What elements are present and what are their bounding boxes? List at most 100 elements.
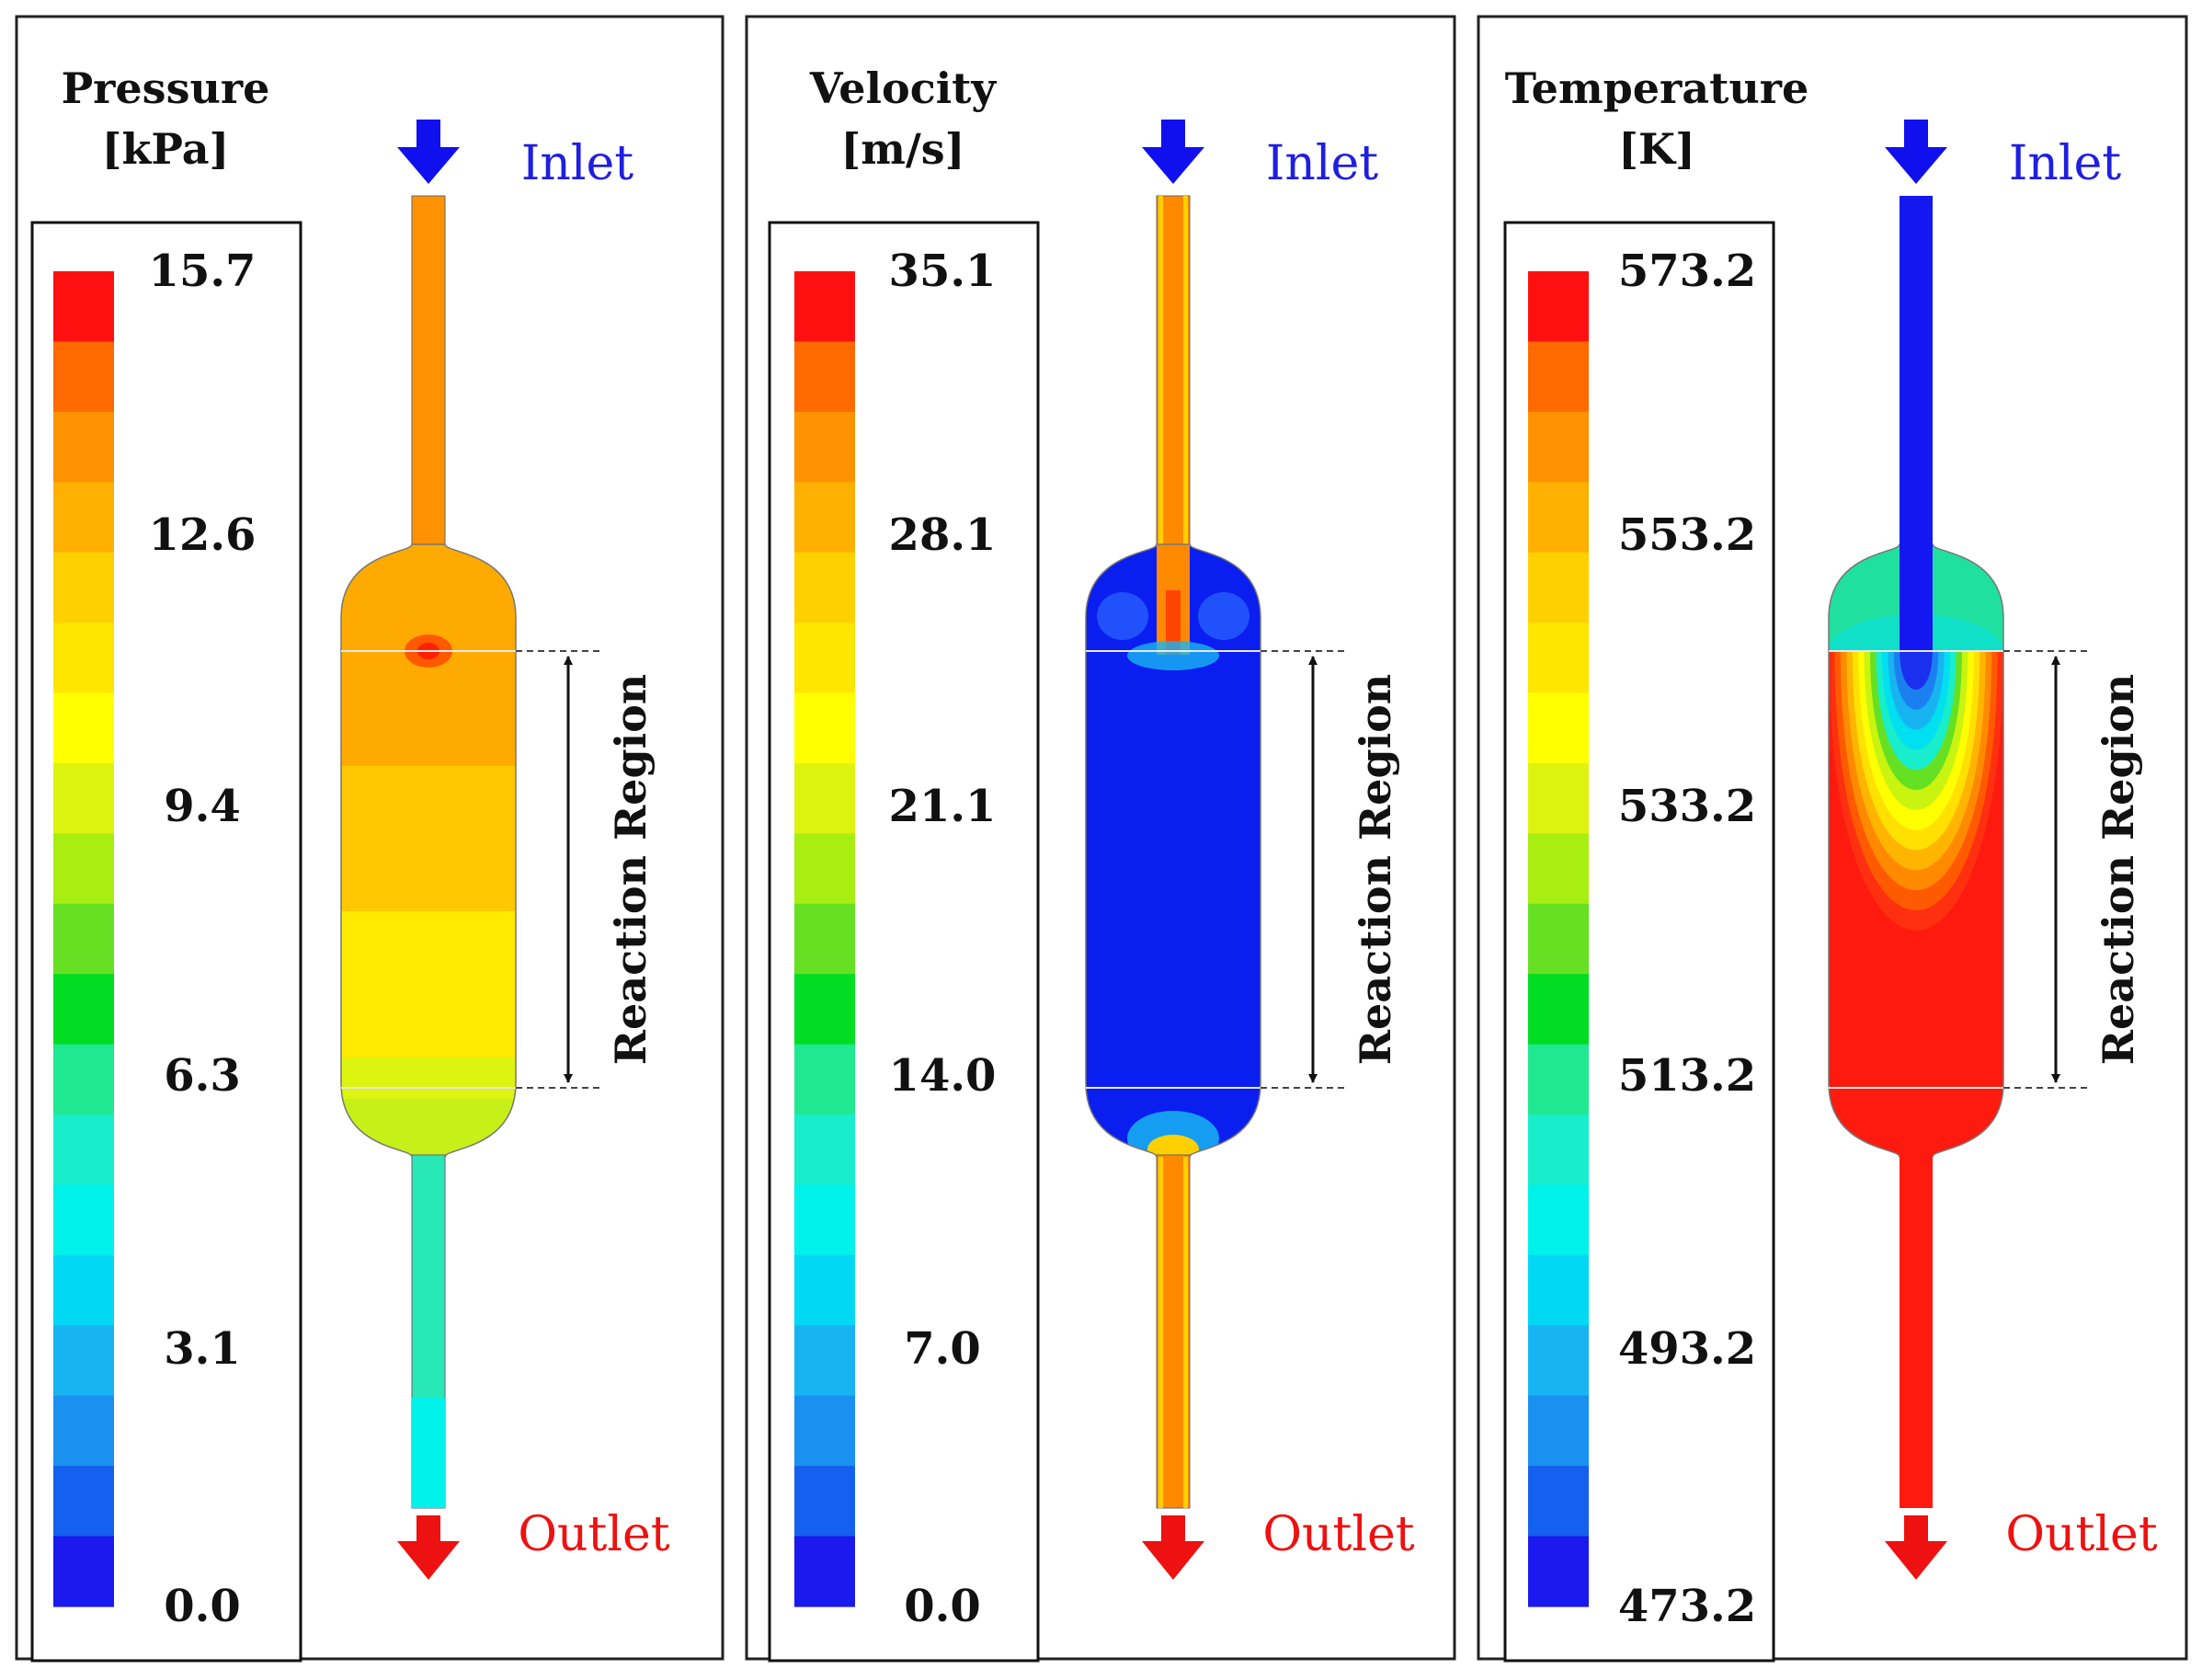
vessel-body bbox=[1086, 544, 1261, 1157]
colorbar-segment bbox=[53, 482, 114, 554]
colorbar-segment bbox=[794, 552, 855, 623]
colorbar-segment bbox=[1528, 1536, 1589, 1607]
inlet-label: Inlet bbox=[1266, 136, 1378, 191]
colorbar-segment bbox=[53, 552, 114, 623]
colorbar-segment bbox=[794, 1114, 855, 1186]
inlet-pipe bbox=[411, 195, 446, 547]
inlet-jet-core bbox=[1166, 590, 1181, 655]
colorbar-segment bbox=[1528, 974, 1589, 1046]
colorbar-segment bbox=[1528, 482, 1589, 554]
colorbar-segment bbox=[53, 1536, 114, 1607]
pressure-band bbox=[341, 766, 516, 911]
legend-unit: [kPa] bbox=[102, 124, 230, 174]
reaction-region-label: Reaction Region bbox=[1351, 674, 1400, 1065]
recirculation-zone bbox=[1198, 592, 1249, 640]
colorbar-segment bbox=[794, 974, 855, 1046]
colorbar-tick-label: 7.0 bbox=[904, 1323, 981, 1375]
colorbar-tick-label: 473.2 bbox=[1618, 1581, 1756, 1632]
colorbar-tick-label: 28.1 bbox=[889, 509, 997, 561]
colorbar-segment bbox=[53, 1044, 114, 1115]
colorbar-tick-label: 35.1 bbox=[889, 246, 997, 297]
colorbar-segment bbox=[794, 1466, 855, 1537]
colorbar-tick-label: 533.2 bbox=[1618, 781, 1756, 832]
colorbar-segment bbox=[794, 1325, 855, 1397]
colorbar-tick-label: 15.7 bbox=[149, 246, 257, 297]
colorbar-segment bbox=[794, 762, 855, 834]
pipe-wall-layer bbox=[1158, 196, 1163, 544]
colorbar-segment bbox=[794, 623, 855, 694]
outlet-arrow-icon bbox=[397, 1515, 460, 1580]
colorbar-segment bbox=[1528, 833, 1589, 905]
reactor-contour: Reaction Region Inlet Outlet bbox=[1085, 120, 1415, 1580]
colorbar-tick-label: 12.6 bbox=[149, 509, 257, 561]
colorbar-segment bbox=[794, 833, 855, 905]
legend-unit: [K] bbox=[1618, 124, 1695, 174]
colorbar-segment bbox=[1528, 411, 1589, 483]
colorbar-segment bbox=[53, 762, 114, 834]
colorbar-tick-label: 6.3 bbox=[164, 1050, 241, 1102]
outlet-acceleration-core bbox=[1147, 1135, 1199, 1157]
reaction-region-label: Reaction Region bbox=[606, 674, 656, 1065]
colorbar-segment bbox=[1528, 552, 1589, 623]
colorbar-segment bbox=[794, 1395, 855, 1467]
panel-pressure: Pressure [kPa] 15.7 12.6 9.4 6.3 3.1 0.0 Reactio… bbox=[15, 15, 724, 1663]
colorbar-segment bbox=[53, 692, 114, 764]
colorbar-segment bbox=[53, 1184, 114, 1256]
colorbar-tick-label: 553.2 bbox=[1618, 509, 1756, 561]
outlet-pipe bbox=[1900, 1155, 1933, 1508]
colorbar-tick-label: 0.0 bbox=[164, 1581, 241, 1632]
outlet-label: Outlet bbox=[1262, 1507, 1414, 1562]
colorbar-tick-label: 3.1 bbox=[164, 1323, 241, 1375]
colorbar-tick-label: 21.1 bbox=[889, 781, 997, 832]
pipe-wall-layer bbox=[1183, 196, 1188, 544]
legend-title: Velocity bbox=[809, 63, 998, 113]
colorbar-segment bbox=[53, 271, 114, 343]
colorbar-segment bbox=[53, 903, 114, 975]
colorbar-segment bbox=[794, 903, 855, 975]
colorbar-segment bbox=[53, 623, 114, 694]
inlet-label: Inlet bbox=[521, 136, 633, 191]
colorbar-segment bbox=[794, 1184, 855, 1256]
colorbar-segment bbox=[1528, 341, 1589, 413]
colorbar-segment bbox=[1528, 1254, 1589, 1326]
colorbar-segment bbox=[53, 974, 114, 1046]
colorbar-tick-label: 493.2 bbox=[1618, 1323, 1756, 1375]
colorbar-segment bbox=[1528, 1466, 1589, 1537]
inlet-pipe bbox=[1900, 196, 1933, 546]
colorbar-tick-label: 0.0 bbox=[904, 1581, 981, 1632]
colorbar-segment bbox=[53, 833, 114, 905]
colorbar-segment bbox=[1528, 1395, 1589, 1467]
inlet-arrow-icon bbox=[1885, 120, 1947, 184]
colorbar-tick-label: 513.2 bbox=[1618, 1050, 1756, 1102]
panel-temperature: Temperature [K] 573.2 553.2 533.2 513.2 493.2 4… bbox=[1477, 15, 2188, 1663]
inlet-arrow-icon bbox=[397, 120, 460, 184]
vessel-body bbox=[341, 544, 516, 1157]
colorbar-tick-label: 573.2 bbox=[1618, 246, 1756, 297]
colorbar-segment bbox=[1528, 762, 1589, 834]
temperature-contour bbox=[1900, 651, 1933, 691]
inlet-arrow-icon bbox=[1142, 120, 1204, 184]
vessel-body bbox=[1829, 544, 2003, 1157]
colorbar-segment bbox=[53, 1395, 114, 1467]
reaction-region-label: Reaction Region bbox=[2094, 674, 2143, 1065]
colorbar-segment bbox=[1528, 692, 1589, 764]
outlet-label: Outlet bbox=[518, 1507, 669, 1562]
colorbar-segment bbox=[794, 271, 855, 343]
colorbar-segment bbox=[1528, 1114, 1589, 1186]
colorbar-segment bbox=[794, 1254, 855, 1326]
recirculation-zone bbox=[1097, 592, 1148, 640]
legend-title: Temperature bbox=[1505, 63, 1809, 113]
legend-title: Pressure bbox=[62, 63, 270, 113]
outlet-arrow-icon bbox=[1142, 1515, 1204, 1580]
colorbar-segment bbox=[794, 411, 855, 483]
outlet-label: Outlet bbox=[2005, 1507, 2157, 1562]
colorbar-segment bbox=[1528, 1325, 1589, 1397]
legend-unit: [m/s] bbox=[841, 124, 965, 174]
outlet-pipe-end bbox=[412, 1398, 445, 1508]
colorbar-segment bbox=[53, 341, 114, 413]
colorbar-segment bbox=[53, 1114, 114, 1186]
colorbar-segment bbox=[1528, 271, 1589, 343]
panel-velocity: Velocity [m/s] 35.1 28.1 21.1 14.0 7.0 0.0 React… bbox=[745, 15, 1456, 1663]
